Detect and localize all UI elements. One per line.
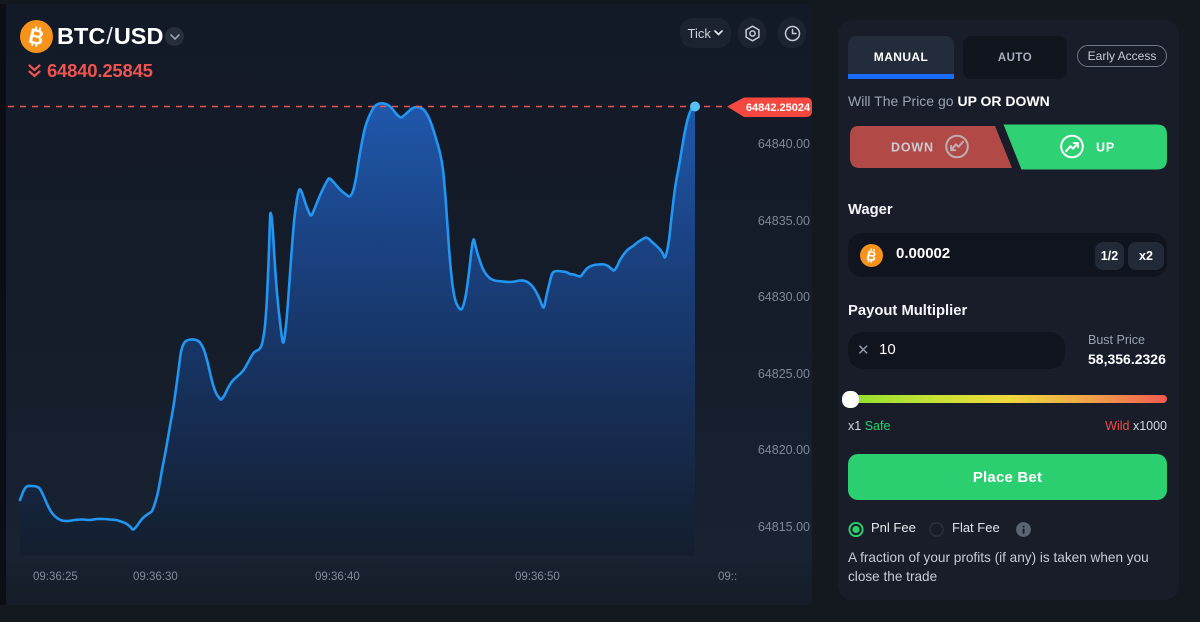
svg-text:B: B <box>26 25 46 51</box>
svg-text:DOWN: DOWN <box>891 141 934 155</box>
svg-text:64842.25024: 64842.25024 <box>746 102 811 114</box>
svg-text:UP: UP <box>1096 141 1115 155</box>
